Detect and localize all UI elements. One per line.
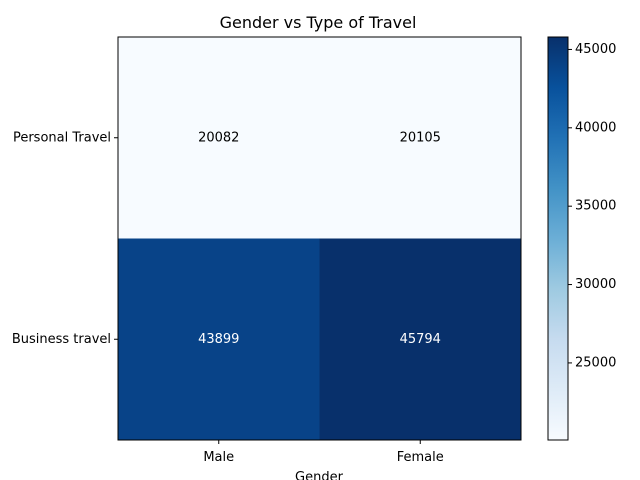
x-axis-label: Gender bbox=[295, 470, 344, 480]
y-tick-label: Business travel bbox=[12, 332, 111, 347]
colorbar bbox=[547, 36, 569, 441]
x-axis: Male Female bbox=[203, 440, 444, 465]
heatmap-cell bbox=[118, 37, 320, 239]
heatmap-cell bbox=[319, 238, 522, 441]
colorbar-tick-label: 25000 bbox=[575, 355, 616, 370]
x-tick-label: Female bbox=[397, 450, 444, 465]
colorbar-tick-label: 35000 bbox=[575, 199, 616, 214]
y-tick-label: Personal Travel bbox=[13, 130, 111, 145]
x-tick-label: Male bbox=[203, 450, 234, 465]
colorbar-ticks: 25000 30000 35000 40000 45000 bbox=[568, 42, 616, 370]
colorbar-tick-label: 40000 bbox=[575, 120, 616, 135]
cell-value-label: 43899 bbox=[198, 332, 239, 347]
plot-frame bbox=[117, 36, 522, 441]
heatmap-cell bbox=[319, 37, 522, 239]
chart-title: Gender vs Type of Travel bbox=[220, 13, 417, 32]
heatmap-cells: 20082 20105 43899 45794 bbox=[118, 37, 522, 441]
colorbar-tick-label: 45000 bbox=[575, 42, 616, 57]
cell-value-label: 20082 bbox=[198, 130, 239, 145]
cell-value-label: 45794 bbox=[400, 332, 441, 347]
heatmap-cell bbox=[118, 238, 320, 441]
y-axis: Personal Travel Business travel bbox=[12, 130, 118, 347]
cell-value-label: 20105 bbox=[400, 130, 441, 145]
colorbar-tick-label: 30000 bbox=[575, 277, 616, 292]
